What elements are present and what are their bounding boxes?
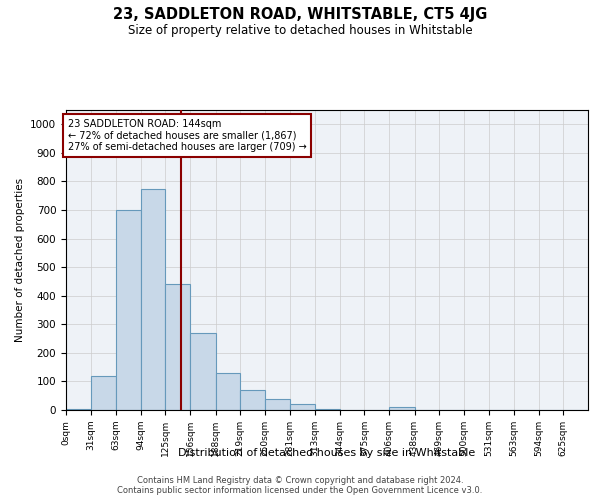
Bar [166, 284, 190, 410]
Bar [290, 404, 315, 410]
Bar [116, 210, 141, 410]
Bar [215, 373, 240, 410]
Text: Size of property relative to detached houses in Whitstable: Size of property relative to detached ho… [128, 24, 472, 37]
Bar [91, 376, 116, 410]
Bar [66, 408, 91, 410]
Text: Distribution of detached houses by size in Whitstable: Distribution of detached houses by size … [178, 448, 476, 458]
Bar [389, 407, 415, 410]
Bar [141, 188, 166, 410]
Bar [240, 390, 265, 410]
Bar [190, 333, 215, 410]
Text: 23 SADDLETON ROAD: 144sqm
← 72% of detached houses are smaller (1,867)
27% of se: 23 SADDLETON ROAD: 144sqm ← 72% of detac… [68, 118, 307, 152]
Text: Contains HM Land Registry data © Crown copyright and database right 2024.
Contai: Contains HM Land Registry data © Crown c… [118, 476, 482, 495]
Bar [265, 398, 290, 410]
Y-axis label: Number of detached properties: Number of detached properties [14, 178, 25, 342]
Text: 23, SADDLETON ROAD, WHITSTABLE, CT5 4JG: 23, SADDLETON ROAD, WHITSTABLE, CT5 4JG [113, 8, 487, 22]
Bar [315, 408, 340, 410]
